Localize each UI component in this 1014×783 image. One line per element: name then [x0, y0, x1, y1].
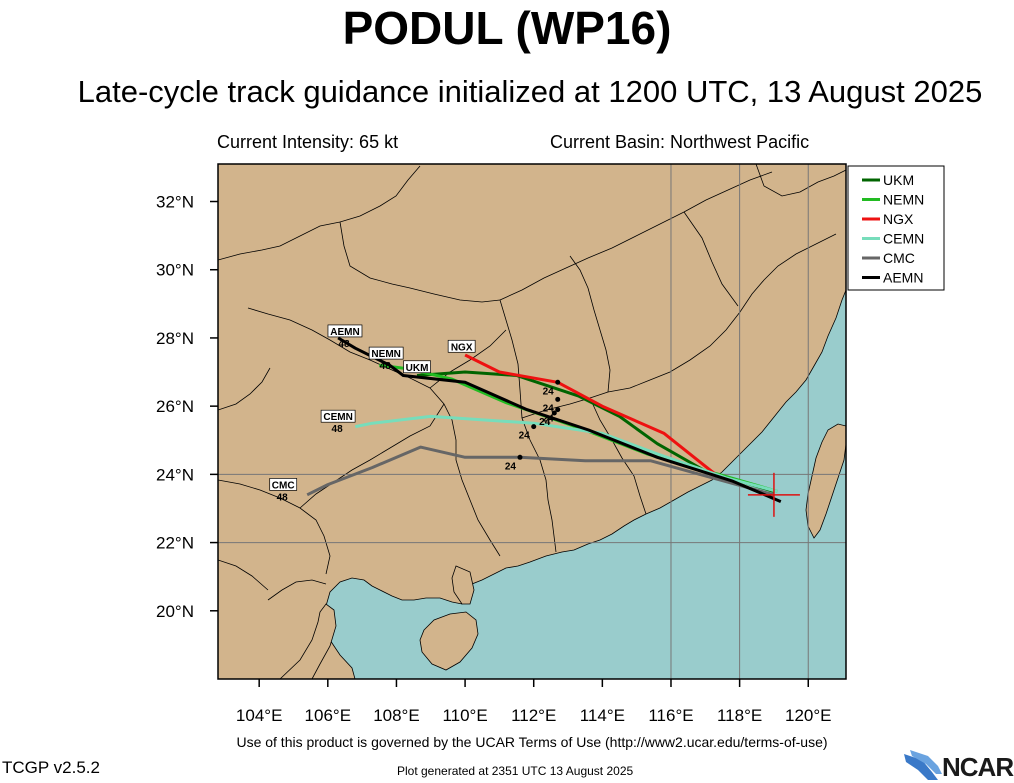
forecast-hour-label: 24	[539, 417, 551, 428]
y-tick-label: 30°N	[156, 261, 194, 280]
model-label-cemn: CEMN	[323, 412, 352, 423]
y-tick-label: 24°N	[156, 465, 194, 484]
legend-label-cemn: CEMN	[883, 231, 924, 247]
model-label-box	[269, 478, 298, 491]
forecast-hour-label: 24	[505, 461, 517, 472]
model-label-ukm: UKM	[406, 363, 429, 374]
x-tick-label: 118°E	[717, 706, 762, 725]
forecast-tracks	[306, 336, 782, 503]
legend-label-ukm: UKM	[883, 172, 914, 188]
legend-box	[847, 165, 945, 291]
y-axis: 20°N 22°N 24°N 26°N 28°N 30°N 32°N	[156, 193, 218, 621]
x-tick-label: 116°E	[648, 706, 693, 725]
hainan-island	[419, 611, 479, 671]
x-tick-label: 114°E	[580, 706, 625, 725]
x-tick-label: 110°E	[442, 706, 487, 725]
legend-label-aemn: AEMN	[883, 270, 923, 286]
y-tick-label: 20°N	[156, 602, 194, 621]
ocean-south-china-sea	[319, 164, 846, 679]
model-label-aemn: AEMN	[330, 327, 359, 338]
forecast-hour-label: 24	[543, 414, 555, 425]
model-label-box	[447, 339, 476, 353]
model-label-box	[327, 324, 363, 338]
model-label-box	[403, 360, 431, 374]
forecast-hour-label: 24	[543, 403, 555, 414]
admin-borders	[218, 164, 846, 601]
model-label-cmc: CMC	[272, 480, 295, 491]
forecast-point	[531, 424, 537, 430]
x-axis: 104°E 106°E 108°E 110°E 112°E 114°E 116°E 118°E…	[236, 679, 832, 725]
grid-lines	[218, 164, 846, 679]
ncar-logo-text: NCAR	[942, 752, 1014, 782]
current-basin: Current Basin: Northwest Pacific	[550, 132, 810, 152]
legend-label-nemn: NEMN	[883, 192, 924, 208]
model-label-ngx: NGX	[451, 342, 473, 353]
chart-title: PODUL (WP16)	[342, 2, 672, 54]
current-intensity: Current Intensity: 65 kt	[217, 132, 399, 152]
y-tick-label: 32°N	[156, 193, 194, 212]
current-position-marker	[747, 472, 800, 517]
model-label-hour: 48	[338, 339, 350, 350]
model-label-box	[320, 409, 356, 423]
forecast-point	[551, 410, 557, 416]
model-label-hour: 48	[332, 424, 344, 435]
generated-timestamp: Plot generated at 2351 UTC 13 August 202…	[397, 764, 634, 778]
model-label-box	[368, 346, 404, 360]
y-tick-label: 26°N	[156, 397, 194, 416]
plot-frame	[217, 163, 847, 680]
legend: UKM NEMN NGX CEMN CMC AEMN	[847, 165, 945, 291]
forecast-point	[555, 396, 561, 402]
gulf-of-tonkin-coast	[279, 603, 337, 679]
track-cmc	[306, 445, 775, 497]
x-tick-label: 108°E	[373, 706, 420, 725]
x-tick-label: 120°E	[785, 706, 832, 725]
legend-label-cmc: CMC	[883, 250, 915, 266]
track-cemn	[355, 414, 778, 493]
model-label-nemn: NEMN	[371, 349, 400, 360]
chart-subtitle: Late-cycle track guidance initialized at…	[77, 74, 983, 109]
forecast-hour-label: 24	[543, 386, 555, 397]
legend-label-ngx: NGX	[883, 211, 914, 227]
forecast-point	[517, 454, 523, 460]
forecast-hour-label: 24	[519, 431, 531, 442]
terms-of-use: Use of this product is governed by the U…	[236, 734, 828, 750]
ncar-logo-icon	[904, 750, 942, 780]
x-tick-label: 112°E	[511, 706, 556, 725]
forecast-point	[555, 407, 561, 413]
y-tick-label: 22°N	[156, 534, 194, 553]
model-label-hour: 48	[380, 361, 392, 372]
version-label: TCGP v2.5.2	[2, 758, 100, 777]
leizhou-peninsula	[451, 565, 475, 605]
x-tick-label: 106°E	[305, 706, 352, 725]
x-tick-label: 104°E	[236, 706, 283, 725]
forecast-point	[555, 379, 561, 385]
taiwan-island	[805, 423, 846, 539]
y-tick-label: 28°N	[156, 329, 194, 348]
model-label-hour: 48	[277, 492, 289, 503]
